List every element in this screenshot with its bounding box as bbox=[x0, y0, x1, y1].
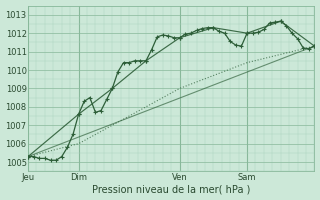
X-axis label: Pression niveau de la mer( hPa ): Pression niveau de la mer( hPa ) bbox=[92, 184, 251, 194]
